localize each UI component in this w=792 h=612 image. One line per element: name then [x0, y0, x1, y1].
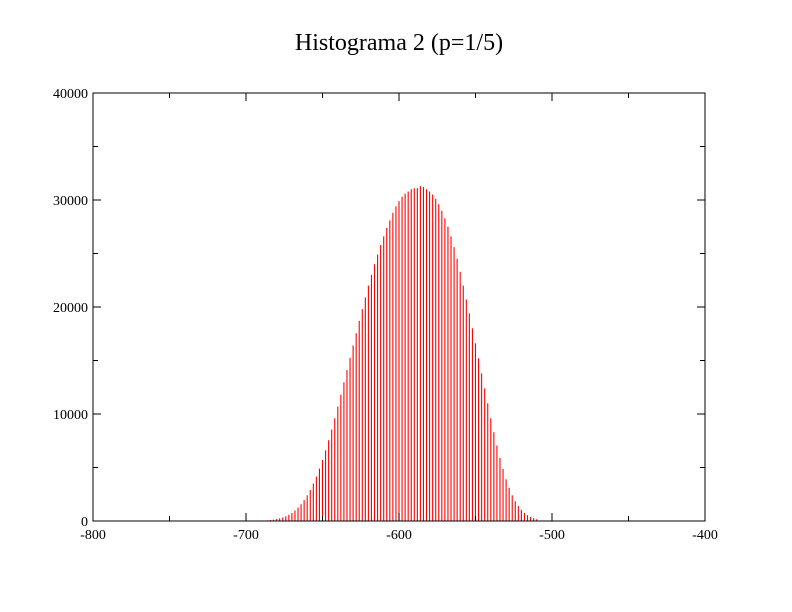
axes-group: -800 -700 -600 -500 -400 0 10000 20000 30000 4000…	[53, 87, 718, 543]
x-tick-label: -600	[386, 528, 412, 543]
y-tick-label: 30000	[53, 194, 88, 209]
x-tick-label: -400	[692, 528, 718, 543]
y-tick-label: 0	[81, 515, 88, 530]
y-tick-label: 40000	[53, 87, 88, 102]
y-tick-label: 10000	[53, 408, 88, 423]
y-tick-label: 20000	[53, 301, 88, 316]
x-tick-label: -700	[233, 528, 259, 543]
x-tick-label: -800	[80, 528, 106, 543]
x-tick-label: -500	[539, 528, 565, 543]
chart-title: Histograma 2 (p=1/5)	[295, 30, 503, 56]
bars-group	[267, 186, 536, 521]
